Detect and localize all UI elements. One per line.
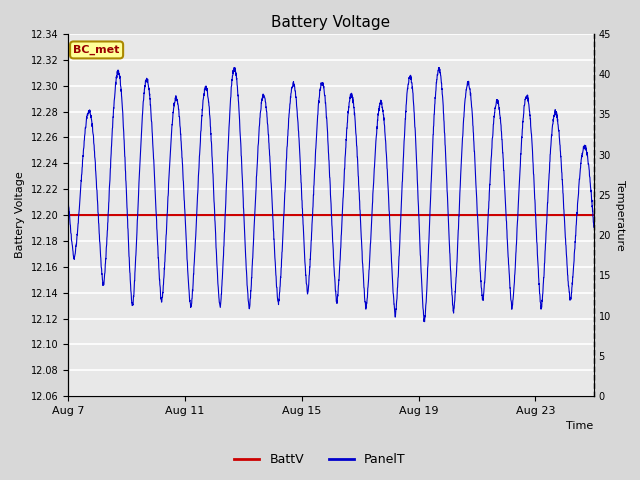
Text: BC_met: BC_met (74, 45, 120, 55)
Title: Battery Voltage: Battery Voltage (271, 15, 390, 30)
Legend: BattV, PanelT: BattV, PanelT (229, 448, 411, 471)
Y-axis label: Temperature: Temperature (615, 180, 625, 251)
X-axis label: Time: Time (566, 421, 594, 432)
Y-axis label: Battery Voltage: Battery Voltage (15, 172, 25, 258)
